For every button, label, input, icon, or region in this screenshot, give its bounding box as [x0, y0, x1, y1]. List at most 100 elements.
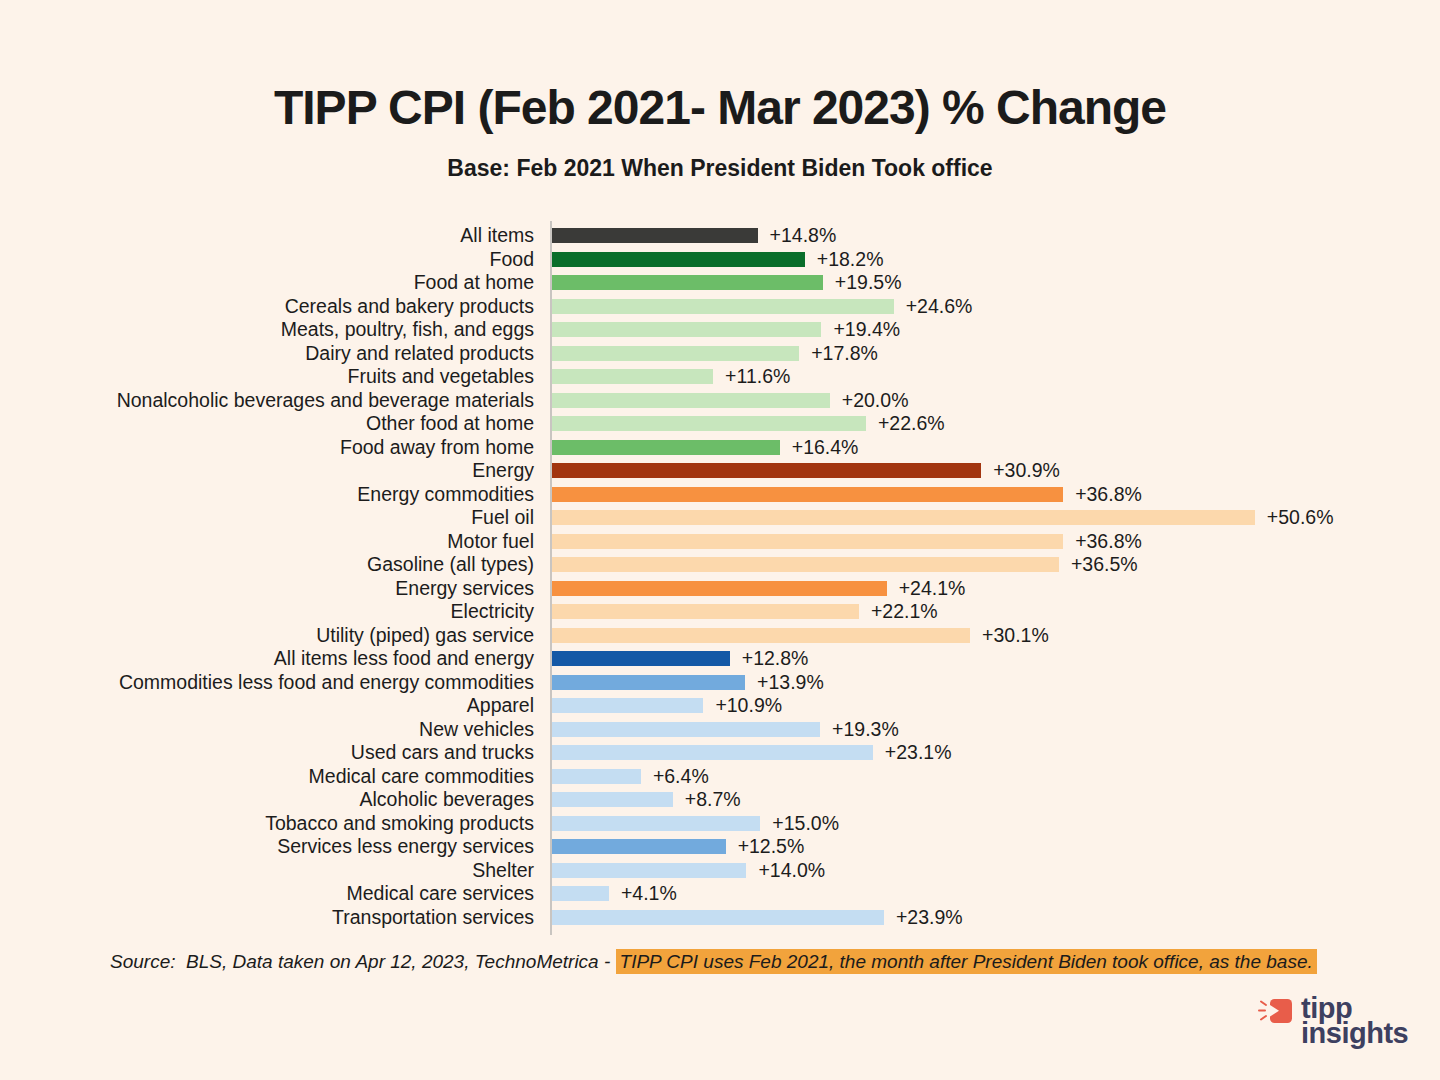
value-label: +24.1%	[899, 577, 966, 601]
chart-row: Alcoholic beverages +8.7%	[80, 788, 1420, 812]
chart-row: Food+18.2%	[80, 248, 1420, 272]
bar	[552, 534, 1063, 549]
highlighted-note: TIPP CPI uses Feb 2021, the month after …	[616, 949, 1317, 974]
chart-row: Shelter +14.0%	[80, 859, 1420, 883]
chart-row: Nonalcoholic beverages and beverage mate…	[80, 389, 1420, 413]
chart-row: New vehicles+19.3%	[80, 718, 1420, 742]
source-note: Source: BLS, Data taken on Apr 12, 2023,…	[110, 951, 1317, 973]
bar	[552, 463, 981, 478]
bar	[552, 604, 859, 619]
chart-row: Cereals and bakery products+24.6%	[80, 295, 1420, 319]
chart-row: Used cars and trucks +23.1%	[80, 741, 1420, 765]
value-label: +15.0%	[772, 812, 839, 836]
value-label: +30.1%	[982, 624, 1049, 648]
value-label: +8.7%	[685, 788, 741, 812]
value-label: +12.8%	[742, 647, 809, 671]
chart-row: Fruits and vegetables+11.6%	[80, 365, 1420, 389]
logo-word-insights: insights	[1301, 1021, 1408, 1046]
category-label: Services less energy services	[80, 835, 534, 859]
chart-row: Dairy and related products +17.8%	[80, 342, 1420, 366]
chart-row: Other food at home+22.6%	[80, 412, 1420, 436]
bar	[552, 816, 760, 831]
chart-row: Tobacco and smoking products +15.0%	[80, 812, 1420, 836]
chart-row: Energy services +24.1%	[80, 577, 1420, 601]
value-label: +22.6%	[878, 412, 945, 436]
category-label: Food away from home	[80, 436, 534, 460]
value-label: +23.1%	[885, 741, 952, 765]
bar	[552, 416, 866, 431]
bar	[552, 651, 730, 666]
value-label: +30.9%	[993, 459, 1060, 483]
bar	[552, 275, 823, 290]
logo-text: tipp insights	[1301, 996, 1408, 1046]
bar	[552, 675, 745, 690]
value-label: +6.4%	[653, 765, 709, 789]
chart-row: Medical care commodities +6.4%	[80, 765, 1420, 789]
category-label: Food at home	[80, 271, 534, 295]
value-label: +18.2%	[817, 248, 884, 272]
chart-row: Food away from home+16.4%	[80, 436, 1420, 460]
bar	[552, 769, 641, 784]
bar	[552, 393, 830, 408]
chart-title: TIPP CPI (Feb 2021- Mar 2023) % Change	[0, 80, 1440, 135]
category-label: Electricity	[80, 600, 534, 624]
bar	[552, 440, 780, 455]
chart-row: Meats, poultry, fish, and eggs+19.4%	[80, 318, 1420, 342]
bar	[552, 722, 820, 737]
bar	[552, 228, 758, 243]
bar	[552, 510, 1255, 525]
category-label: Energy services	[80, 577, 534, 601]
value-label: +19.4%	[833, 318, 900, 342]
chart-row: Services less energy services+12.5%	[80, 835, 1420, 859]
value-label: +23.9%	[896, 906, 963, 930]
bar	[552, 252, 805, 267]
category-label: Energy commodities	[80, 483, 534, 507]
bar	[552, 839, 726, 854]
bar	[552, 863, 746, 878]
value-label: +22.1%	[871, 600, 938, 624]
category-label: Alcoholic beverages	[80, 788, 534, 812]
category-label: Fuel oil	[80, 506, 534, 530]
category-label: Nonalcoholic beverages and beverage mate…	[80, 389, 534, 413]
bar	[552, 299, 894, 314]
chart-row: Food at home+19.5%	[80, 271, 1420, 295]
chart-row: Energy commodities+36.8%	[80, 483, 1420, 507]
bar	[552, 487, 1063, 502]
category-label: Used cars and trucks	[80, 741, 534, 765]
bar	[552, 557, 1059, 572]
value-label: +11.6%	[725, 365, 790, 389]
value-label: +14.8%	[770, 224, 837, 248]
category-label: Tobacco and smoking products	[80, 812, 534, 836]
category-label: All items	[80, 224, 534, 248]
chart-row: Transportation services+23.9%	[80, 906, 1420, 930]
bar	[552, 581, 887, 596]
chart-row: Apparel +10.9%	[80, 694, 1420, 718]
category-label: New vehicles	[80, 718, 534, 742]
value-label: +50.6%	[1267, 506, 1334, 530]
bar	[552, 628, 970, 643]
category-label: Dairy and related products	[80, 342, 534, 366]
category-label: Motor fuel	[80, 530, 534, 554]
bar	[552, 792, 673, 807]
bar	[552, 886, 609, 901]
category-label: Apparel	[80, 694, 534, 718]
value-label: +10.9%	[715, 694, 782, 718]
chart-row: Gasoline (all types)+36.5%	[80, 553, 1420, 577]
bar	[552, 369, 713, 384]
chart-row: Electricity +22.1%	[80, 600, 1420, 624]
value-label: +14.0%	[758, 859, 825, 883]
value-label: +13.9%	[757, 671, 824, 695]
chart-row: Fuel oil +50.6%	[80, 506, 1420, 530]
category-label: Medical care commodities	[80, 765, 534, 789]
category-label: Medical care services	[80, 882, 534, 906]
category-label: Shelter	[80, 859, 534, 883]
category-label: Utility (piped) gas service	[80, 624, 534, 648]
chart-row: Utility (piped) gas service +30.1%	[80, 624, 1420, 648]
category-label: Cereals and bakery products	[80, 295, 534, 319]
bar	[552, 346, 799, 361]
bar-chart: All items+14.8%Food+18.2%Food at home+19…	[80, 224, 1420, 929]
chart-row: Motor fuel+36.8%	[80, 530, 1420, 554]
value-label: +17.8%	[811, 342, 878, 366]
value-label: +4.1%	[621, 882, 677, 906]
chart-row: Medical care services +4.1%	[80, 882, 1420, 906]
